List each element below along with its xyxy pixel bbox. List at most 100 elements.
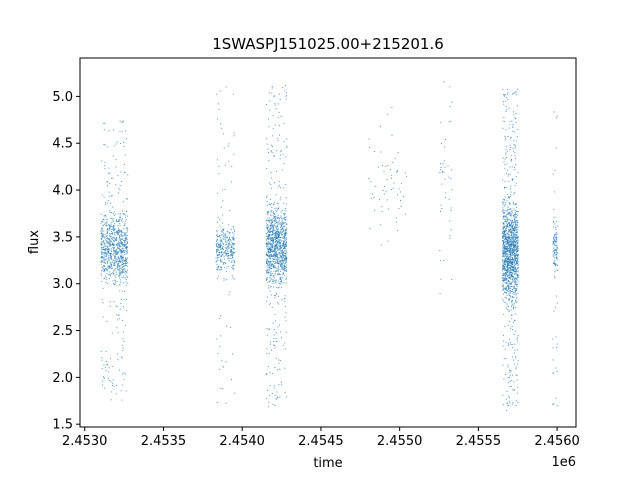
data-point [107,253,109,255]
data-point [556,238,557,240]
data-point [121,262,123,264]
data-point [103,143,105,145]
data-point [512,221,514,223]
data-point [369,147,371,148]
data-point [114,247,115,249]
data-point [269,286,271,288]
data-point [505,341,507,343]
data-point [220,238,222,240]
data-point [509,244,511,246]
data-point [514,191,516,193]
data-point [508,241,510,243]
data-point [266,225,268,227]
data-point [509,208,511,210]
data-point [273,387,275,389]
data-point [122,218,123,220]
data-point [285,243,287,245]
data-point [117,221,119,222]
data-point [233,392,235,394]
data-point [106,218,108,220]
data-point [502,265,504,267]
data-point [282,228,284,230]
data-point [108,130,110,132]
data-point [270,261,272,262]
data-point [280,237,282,238]
data-point [553,208,555,210]
data-point [516,262,518,264]
data-point [119,277,121,279]
data-point [122,258,124,260]
data-point [220,235,222,236]
data-point [507,175,509,177]
data-point [503,242,504,244]
data-point [553,226,555,228]
data-point [512,237,514,239]
data-point [506,259,508,261]
data-point [233,278,235,280]
data-point [115,249,117,251]
data-point [113,260,115,261]
data-point [275,207,277,209]
data-point [514,363,516,365]
data-point [284,239,286,241]
data-point [505,100,507,102]
data-point [115,166,117,168]
data-point [224,164,226,166]
data-point [101,160,103,162]
data-point [103,240,105,241]
data-point [269,204,271,205]
data-point [114,225,116,227]
data-point [272,239,274,240]
data-point [512,266,514,267]
data-point [552,173,554,175]
data-point [276,255,278,257]
data-point [217,249,219,251]
data-point [515,298,517,300]
data-point [280,245,282,246]
data-point [282,153,284,155]
data-point [220,245,222,247]
data-point [113,262,115,264]
data-point [275,320,276,322]
data-point [220,240,222,242]
data-point [229,239,231,241]
data-point [506,261,508,263]
data-point [231,181,232,183]
data-point [284,392,286,394]
data-point [514,234,516,236]
data-point [505,226,507,228]
data-point [269,290,271,292]
data-point [104,268,106,269]
data-point [122,373,124,375]
data-point [506,243,508,245]
data-point [284,237,286,239]
data-point [513,244,515,246]
data-point [227,248,229,250]
data-point [282,252,284,254]
data-point [101,235,102,237]
data-point [117,263,119,265]
data-point [216,402,218,403]
data-point [510,261,512,263]
data-point [515,247,517,249]
data-point [278,125,280,127]
data-point [449,237,451,239]
data-point [273,225,274,227]
data-point [276,226,278,228]
data-point [510,191,512,193]
data-point [278,303,280,305]
data-point [284,247,286,249]
data-point [511,253,513,255]
data-point [371,197,372,199]
data-point [218,257,220,259]
data-point [401,182,403,184]
data-point [502,289,504,291]
data-point [273,235,275,237]
data-point [122,347,124,349]
data-point [515,176,517,178]
data-point [267,271,269,273]
data-point [511,249,513,251]
data-point [511,281,513,283]
data-point [511,301,513,303]
data-point [507,238,509,240]
